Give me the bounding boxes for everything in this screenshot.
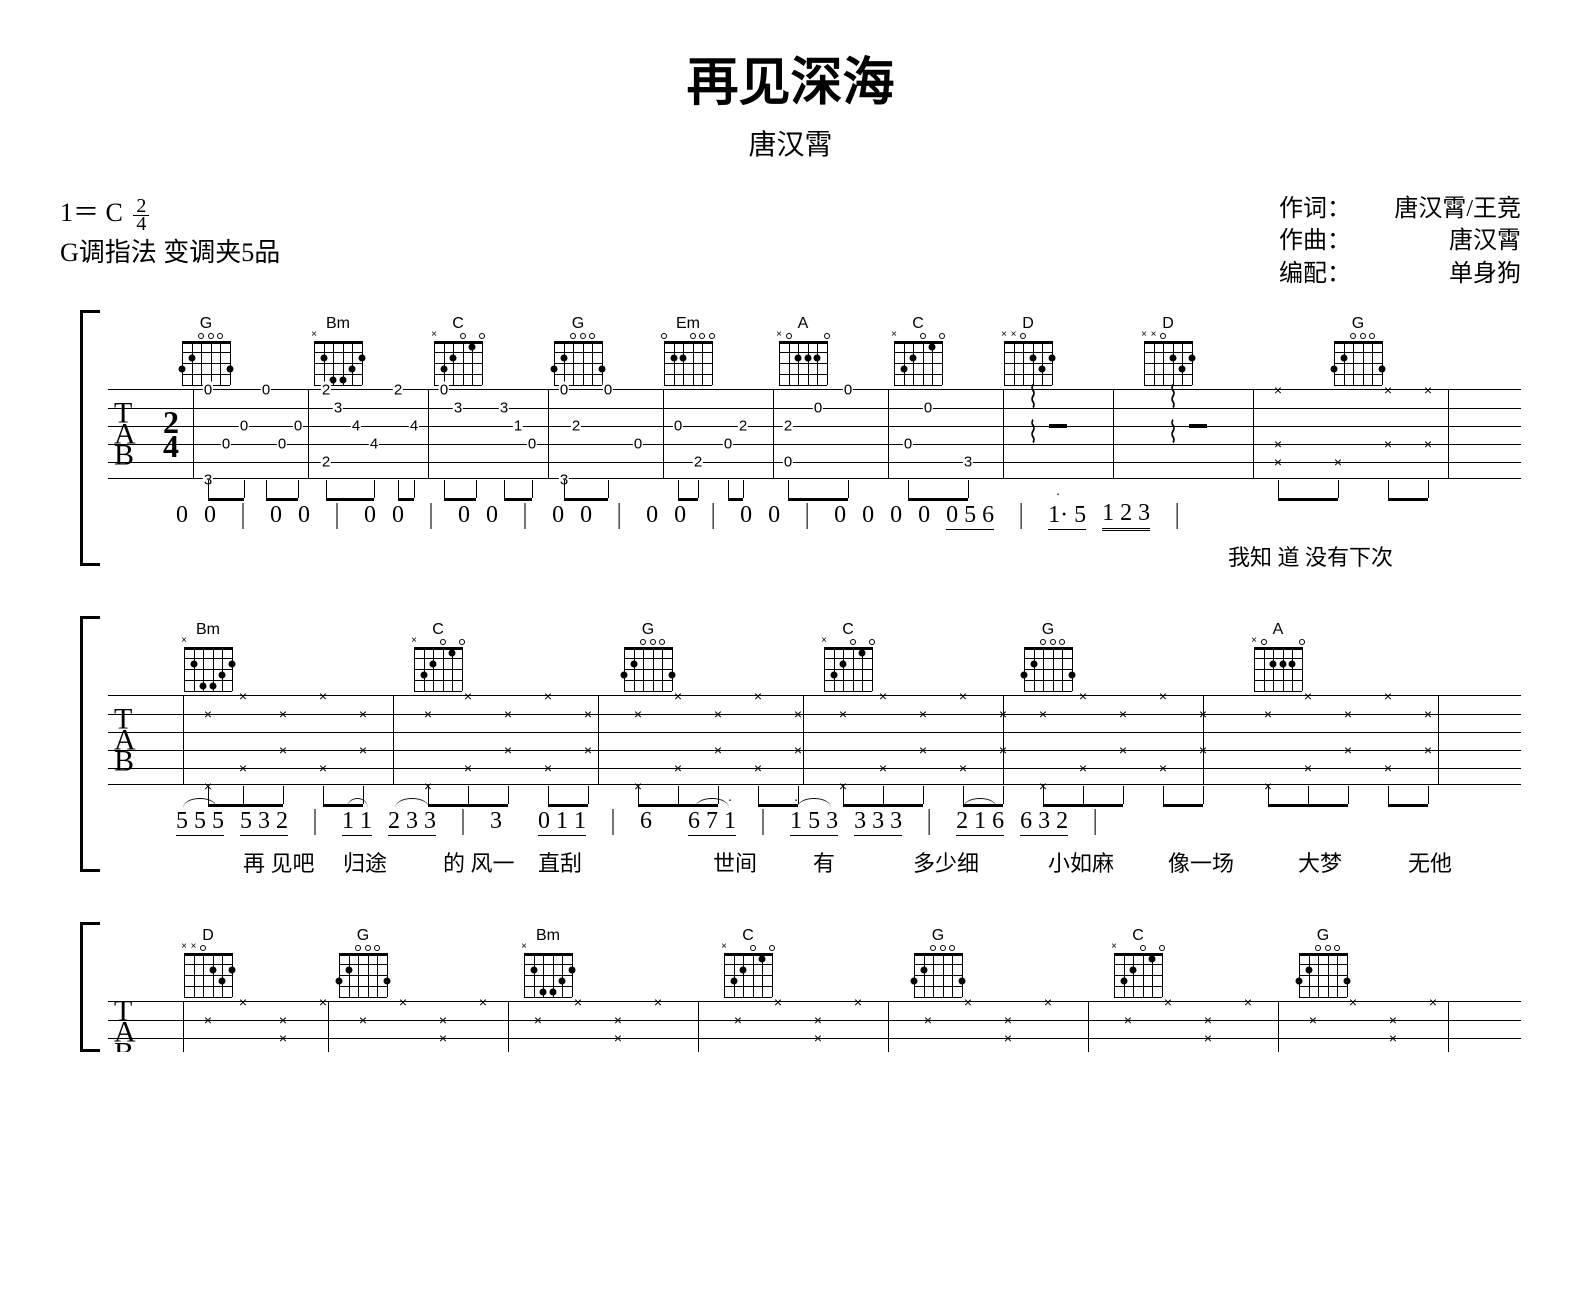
chord-diagram-c: C×: [724, 927, 772, 997]
arranger: 单身狗: [1351, 258, 1521, 290]
chord-diagram-d: D××: [184, 927, 232, 997]
lyricist-label: 作词：: [1279, 193, 1351, 225]
composer: 唐汉霄: [1351, 225, 1521, 257]
jianpu-2: 5 5 55 3 2｜1 12 3 3｜30 1 1｜66 7 1｜1 5 33…: [168, 803, 1521, 840]
chord-row-3: D×× G Bm× C× G C× G: [108, 922, 1521, 997]
system-3: D×× G Bm× C× G C× G TAB ××××××××××××××××××××××…: [60, 922, 1521, 1052]
chord-diagram-bm: Bm×: [184, 621, 232, 691]
key-info: 1＝ C 2 4 G调指法 变调夹5品: [60, 193, 280, 272]
lyricist: 唐汉霄/王竞: [1351, 193, 1521, 225]
system-bracket-icon: [80, 310, 100, 566]
composer-label: 作曲：: [1279, 225, 1351, 257]
chord-diagram-d: D××: [1144, 315, 1192, 385]
artist-name: 唐汉霄: [60, 123, 1521, 163]
tab-staff-2: TAB ××××××××××××××××××××××××××××××××××××…: [108, 695, 1521, 785]
lyrics-1: 我知 道 没有下次: [168, 540, 1521, 566]
chord-diagram-c: C×: [894, 315, 942, 385]
fingering-note: G调指法 变调夹5品: [60, 233, 280, 272]
chord-diagram-c: C×: [1114, 927, 1162, 997]
chord-diagram-bm: Bm×: [524, 927, 572, 997]
lyrics-2: 再 见吧归途的 风一直刮世间有多少细小如麻像一场大梦无他: [168, 846, 1521, 872]
jianpu-1: 00｜00｜00｜00｜00｜00｜00｜00000 5 6｜1· 51 2 3…: [168, 497, 1521, 534]
info-header: 1＝ C 2 4 G调指法 变调夹5品 作词：唐汉霄/王竞 作曲：唐汉霄 编配：…: [60, 193, 1521, 290]
system-bracket-icon: [80, 616, 100, 872]
chord-diagram-g: G: [914, 927, 962, 997]
tab-staff-3: TAB ××××××××××××××××××××××××××××××××××××…: [108, 1001, 1521, 1052]
credits: 作词：唐汉霄/王竞 作曲：唐汉霄 编配：单身狗: [1279, 193, 1521, 290]
tab-label: TAB: [114, 1001, 134, 1053]
chord-diagram-g: G: [1334, 315, 1382, 385]
chord-diagram-g: G: [182, 315, 230, 385]
chord-diagram-c: C×: [824, 621, 872, 691]
chord-diagram-d: D××: [1004, 315, 1052, 385]
system-bracket-icon: [80, 922, 100, 1052]
system-2: Bm× C× G C× G A× TAB ××××××××××××××××××××××××…: [60, 616, 1521, 872]
chord-diagram-bm: Bm×: [314, 315, 362, 385]
chord-row-2: Bm× C× G C× G A×: [108, 616, 1521, 691]
chord-diagram-g: G: [624, 621, 672, 691]
system-1: G Bm× C× G Em A× C× D×× D×× G TAB 240000003234424…: [60, 310, 1521, 566]
chord-diagram-em: Em: [664, 315, 712, 385]
arranger-label: 编配：: [1279, 258, 1351, 290]
time-signature: 2 4: [133, 198, 149, 233]
chord-diagram-g: G: [1024, 621, 1072, 691]
chord-diagram-a: A×: [779, 315, 827, 385]
chord-diagram-g: G: [339, 927, 387, 997]
tab-label: TAB: [114, 709, 134, 772]
chord-row-1: G Bm× C× G Em A× C× D×× D×× G: [108, 310, 1521, 385]
chord-diagram-c: C×: [434, 315, 482, 385]
tab-staff-1: TAB 240000003234424233031002003020220000…: [108, 389, 1521, 479]
song-title: 再见深海: [60, 40, 1521, 115]
chord-diagram-a: A×: [1254, 621, 1302, 691]
tab-label: TAB: [114, 403, 134, 466]
key-text: 1＝ C: [60, 198, 123, 227]
chord-diagram-g: G: [1299, 927, 1347, 997]
chord-diagram-g: G: [554, 315, 602, 385]
chord-diagram-c: C×: [414, 621, 462, 691]
